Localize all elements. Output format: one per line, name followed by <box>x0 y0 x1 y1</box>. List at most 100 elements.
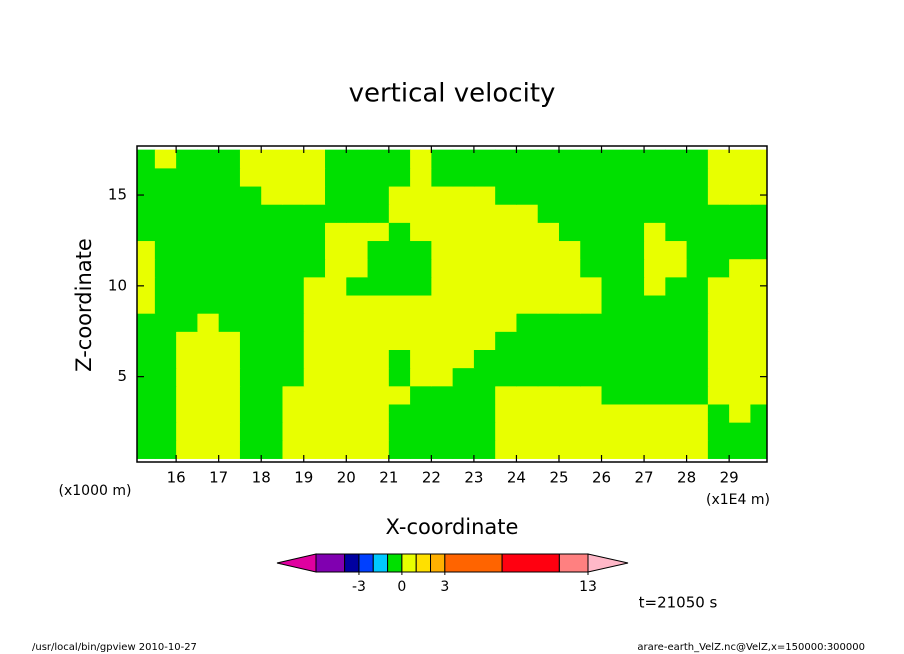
contour-cell <box>537 167 560 187</box>
colorbar-segment <box>344 553 360 573</box>
contour-cell <box>176 422 199 441</box>
contour-cell <box>346 440 369 459</box>
colorbar-tick-label: 3 <box>440 579 449 595</box>
contour-cell <box>665 185 688 205</box>
contour-cell <box>729 240 752 260</box>
contour-cell <box>495 367 518 387</box>
x-tick-label: 24 <box>507 469 526 487</box>
contour-cell <box>431 222 454 242</box>
contour-cell <box>495 349 518 369</box>
contour-cell <box>750 313 767 332</box>
contour-cell <box>452 204 475 223</box>
contour-cell <box>537 367 560 387</box>
contour-cell <box>261 403 284 423</box>
contour-cell <box>197 385 220 405</box>
contour-cell <box>601 185 624 205</box>
contour-cell <box>303 349 326 369</box>
contour-cell <box>431 331 454 351</box>
x-unit: (x1E4 m) <box>706 492 770 508</box>
contour-cell <box>388 240 411 260</box>
x-tick-label: 23 <box>464 469 483 487</box>
contour-cell <box>750 185 767 205</box>
contour-cell <box>516 276 539 296</box>
contour-cell <box>495 385 518 405</box>
contour-cell <box>218 385 241 405</box>
colorbar-segment <box>358 553 374 573</box>
contour-cell <box>367 167 390 187</box>
contour-cell <box>580 222 603 242</box>
contour-cell <box>707 185 730 205</box>
contour-cell <box>622 313 645 332</box>
contour-cell <box>707 149 730 169</box>
contour-cell <box>473 385 496 405</box>
contour-cell <box>452 185 475 205</box>
contour-cell <box>622 440 645 459</box>
contour-cell <box>644 313 666 332</box>
contour-cell <box>644 276 666 296</box>
contour-cell <box>622 276 645 296</box>
contour-cell <box>218 422 241 441</box>
contour-cell <box>218 258 241 278</box>
contour-cell <box>537 276 560 296</box>
contour-cell <box>325 204 347 223</box>
contour-cell <box>665 440 688 459</box>
contour-cell <box>303 167 326 187</box>
contour-cell <box>707 222 730 242</box>
contour-cell <box>218 331 241 351</box>
contour-cell <box>558 222 581 242</box>
contour-cell <box>537 204 560 223</box>
contour-cell <box>686 313 709 332</box>
contour-cell <box>686 422 709 441</box>
contour-cell <box>367 149 390 169</box>
contour-cell <box>431 385 454 405</box>
contour-cell <box>431 204 454 223</box>
contour-cell <box>644 258 666 278</box>
contour-cell <box>282 167 305 187</box>
contour-cell <box>537 240 560 260</box>
contour-cell <box>388 367 411 387</box>
contour-cell <box>750 276 767 296</box>
contour-cell <box>495 204 518 223</box>
contour-cell <box>388 294 411 314</box>
contour-cell <box>665 276 688 296</box>
colorbar-segment <box>372 553 389 573</box>
contour-cell <box>665 403 688 423</box>
contour-cell <box>707 167 730 187</box>
contour-cell <box>154 222 177 242</box>
contour-cell <box>410 149 432 169</box>
x-tick-label: 22 <box>422 469 441 487</box>
contour-cell <box>137 313 156 332</box>
y-axis-label: Z-coordinate <box>72 238 96 372</box>
contour-cell <box>410 185 432 205</box>
colorbar-tick-label: 13 <box>579 579 597 595</box>
contour-cell <box>218 204 241 223</box>
contour-cell <box>303 367 326 387</box>
contour-cell <box>580 349 603 369</box>
contour-cell <box>176 331 199 351</box>
contour-cell <box>707 385 730 405</box>
contour-cell <box>197 367 220 387</box>
contour-cell <box>750 167 767 187</box>
contour-cell <box>729 367 752 387</box>
contour-cell <box>750 385 767 405</box>
x-axis-label: X-coordinate <box>386 515 519 539</box>
contour-cell <box>473 149 496 169</box>
contour-cell <box>176 149 199 169</box>
contour-cell <box>261 149 284 169</box>
contour-cell <box>346 149 369 169</box>
contour-cell <box>218 167 241 187</box>
time-annotation: t=21050 s <box>639 594 718 612</box>
contour-cell <box>410 204 432 223</box>
contour-cell <box>452 331 475 351</box>
contour-cell <box>239 313 262 332</box>
contour-cell <box>197 240 220 260</box>
contour-cell <box>644 149 666 169</box>
contour-cell <box>516 222 539 242</box>
contour-cell <box>644 349 666 369</box>
contour-cell <box>644 240 666 260</box>
contour-cell <box>367 313 390 332</box>
contour-cell <box>686 149 709 169</box>
contour-cell <box>388 440 411 459</box>
contour-cell <box>537 149 560 169</box>
contour-cell <box>729 204 752 223</box>
